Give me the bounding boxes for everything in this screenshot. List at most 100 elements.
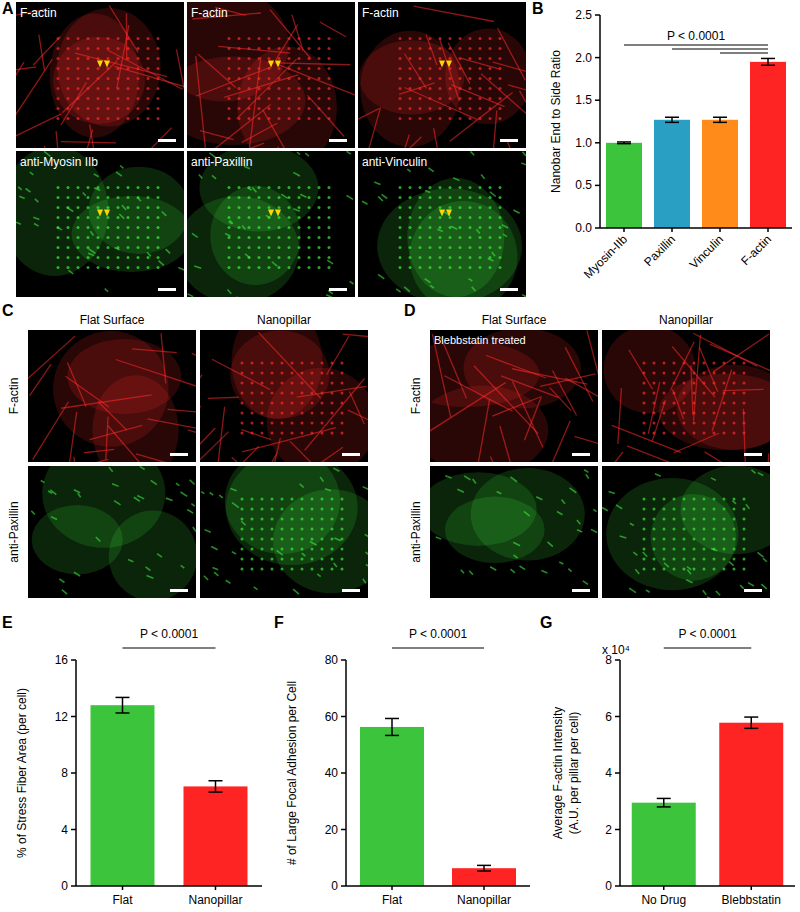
pillar-dot xyxy=(331,498,334,501)
error-cap xyxy=(617,143,631,145)
pillar-dot xyxy=(479,186,482,189)
pillar-dot xyxy=(117,226,120,229)
pillar-dot xyxy=(291,402,294,405)
bar xyxy=(654,120,690,228)
pillar-dot xyxy=(643,392,646,395)
pillar-dot xyxy=(321,548,324,551)
error-cap xyxy=(761,58,775,60)
pillar-dot xyxy=(268,57,271,60)
pillar-dot xyxy=(97,206,100,209)
pillar-dot xyxy=(228,87,231,90)
pillar-dot xyxy=(301,362,304,365)
pillar-dot xyxy=(328,186,331,189)
fiber xyxy=(33,402,69,460)
y-tick-label: 2.5 xyxy=(575,8,592,22)
pillar-dot xyxy=(281,548,284,551)
adhesion xyxy=(19,196,24,198)
fiber xyxy=(292,15,303,51)
pillar-dot xyxy=(268,196,271,199)
adhesion xyxy=(363,579,366,584)
pillar-dot xyxy=(743,508,746,511)
x-axis xyxy=(346,885,530,887)
pillar-dot xyxy=(449,206,452,209)
pillar-dot xyxy=(723,538,726,541)
pillar-dot xyxy=(57,97,60,100)
y-tick xyxy=(341,716,346,718)
pillar-dot xyxy=(77,186,80,189)
pillar-dot xyxy=(653,382,656,385)
pillar-dot xyxy=(331,558,334,561)
pillar-dot xyxy=(238,186,241,189)
y-tick xyxy=(615,716,620,718)
pillar-dot xyxy=(311,538,314,541)
adhesion xyxy=(490,567,496,570)
pillar-dot xyxy=(57,107,60,110)
pillar-dot xyxy=(288,256,291,259)
error-stem xyxy=(751,717,753,728)
pillar-dot xyxy=(693,528,696,531)
pillar-dot xyxy=(298,57,301,60)
pillar-dot xyxy=(117,57,120,60)
pillar-dot xyxy=(97,236,100,239)
arrowhead xyxy=(104,209,110,216)
pillar-dot xyxy=(429,196,432,199)
pillar-dot xyxy=(409,57,412,60)
adhesion xyxy=(30,172,34,175)
pillar-dot xyxy=(643,382,646,385)
adhesion xyxy=(214,572,218,576)
adhesion xyxy=(425,191,430,193)
pillar-dot xyxy=(321,508,324,511)
adhesion xyxy=(192,233,198,237)
pillar-dot xyxy=(713,518,716,521)
pillar-dot xyxy=(673,498,676,501)
pillar-dot xyxy=(409,67,412,70)
pillar-dot xyxy=(331,372,334,375)
pillar-dot xyxy=(157,37,160,40)
pillar-dot xyxy=(331,528,334,531)
fiber xyxy=(16,59,52,127)
pillar-dot xyxy=(723,528,726,531)
pillar-dot xyxy=(733,558,736,561)
pillar-dot xyxy=(87,226,90,229)
pillar-dot xyxy=(238,256,241,259)
y-tick-label: 0.5 xyxy=(575,178,592,192)
pillar-dot xyxy=(147,107,150,110)
pillar-dot xyxy=(683,412,686,415)
fiber xyxy=(200,375,202,401)
arrowhead xyxy=(104,60,110,67)
adhesion xyxy=(18,187,21,190)
pillar-dot xyxy=(57,246,60,249)
bar xyxy=(184,786,248,886)
marks xyxy=(360,718,516,886)
pillar-dot xyxy=(733,372,736,375)
adhesion xyxy=(162,211,167,215)
pillar-dot xyxy=(409,47,412,50)
adhesion xyxy=(254,587,258,590)
pillar-dot xyxy=(288,97,291,100)
pillar-dot xyxy=(87,47,90,50)
adhesion xyxy=(407,169,410,172)
fiber xyxy=(188,430,196,445)
pillar-dot xyxy=(419,206,422,209)
adhesion xyxy=(116,172,122,176)
adhesion xyxy=(733,501,736,504)
pillar-dot xyxy=(499,266,502,269)
fiber xyxy=(426,35,437,65)
pillar-dot xyxy=(419,47,422,50)
pillar-dot xyxy=(147,37,150,40)
pillar-dot xyxy=(308,206,311,209)
pillar-dot xyxy=(157,196,160,199)
adhesion xyxy=(90,231,93,235)
pillar-dot xyxy=(723,402,726,405)
pillar-dot xyxy=(87,256,90,259)
fiber xyxy=(671,342,695,390)
pillar-dot xyxy=(459,266,462,269)
pillar-dot xyxy=(499,196,502,199)
pillar-dot xyxy=(258,186,261,189)
image-label: F-actin xyxy=(191,6,228,20)
pillar-dot xyxy=(67,196,70,199)
pillar-dot xyxy=(479,57,482,60)
pillar-dot xyxy=(723,412,726,415)
pillar-dot xyxy=(683,382,686,385)
pillar-dot xyxy=(251,412,254,415)
